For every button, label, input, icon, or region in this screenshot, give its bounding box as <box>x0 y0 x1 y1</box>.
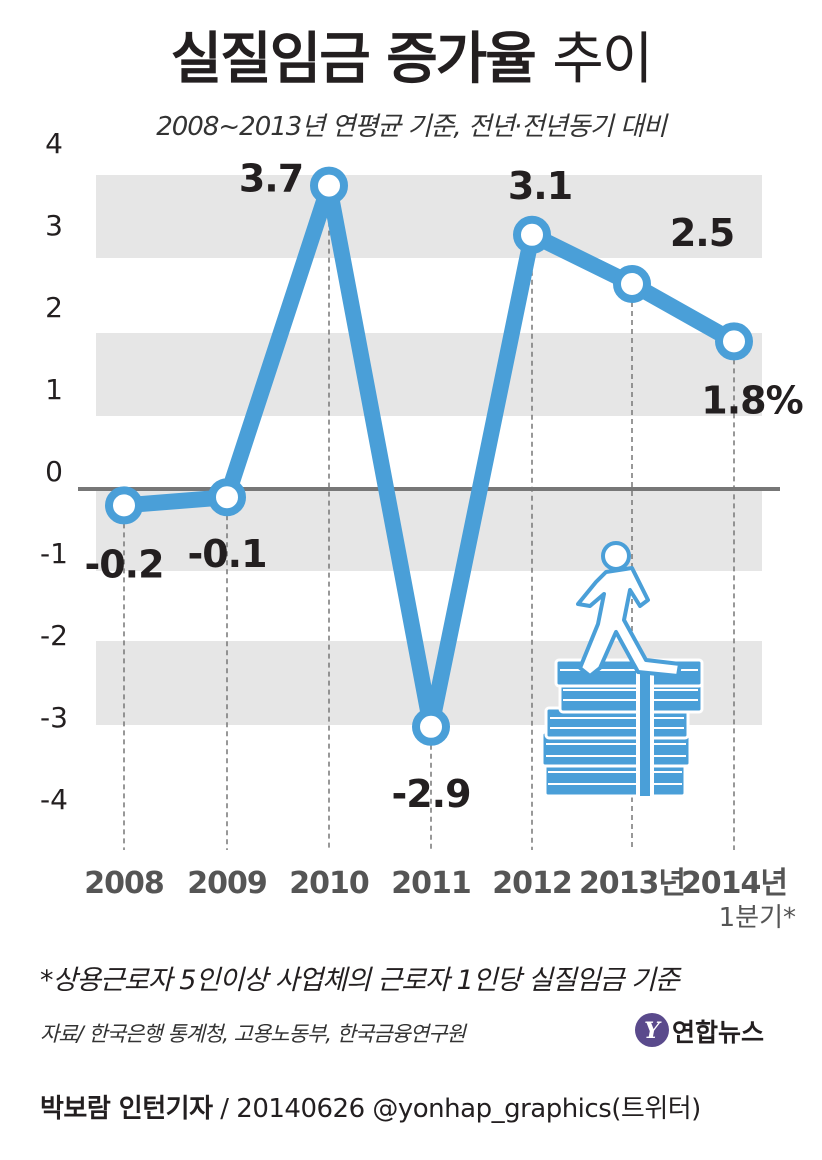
y-tick-label: 0 <box>45 455 63 488</box>
x-tick-label: 2010 <box>289 866 369 901</box>
y-tick-label: -2 <box>40 619 68 652</box>
x-tick-label: 2014년 <box>681 866 787 901</box>
y-tick-label: 1 <box>45 373 63 406</box>
logo-mark: Y <box>644 1018 662 1044</box>
chart-title: 실질임금 증가율 추이 <box>0 14 822 95</box>
byline-name: 박보람 인턴기자 <box>40 1094 213 1124</box>
footnote: *상용근로자 5인이상 사업체의 근로자 1인당 실질임금 기준 <box>40 965 680 996</box>
y-tick-label: -3 <box>40 701 68 734</box>
data-label: 3.7 <box>239 157 303 201</box>
y-tick-label: 4 <box>45 127 63 160</box>
grid-band <box>96 333 762 416</box>
chart-subtitle: 2008~2013년 연평균 기준, 전년·전년동기 대비 <box>156 112 667 142</box>
byline-rest: / 20140626 @yonhap_graphics(트위터) <box>212 1094 701 1124</box>
data-point <box>412 707 450 746</box>
data-point <box>513 215 551 254</box>
data-label: -2.9 <box>391 772 470 816</box>
yonhap-logo: Y <box>635 1013 669 1047</box>
data-label: -0.1 <box>187 532 266 576</box>
x-tick-sublabel: 1분기* <box>719 903 796 933</box>
logo-text: 연합뉴스 <box>672 1018 765 1047</box>
data-label: 3.1 <box>508 164 572 208</box>
y-tick-label: -1 <box>40 537 68 570</box>
byline: 박보람 인턴기자 / 20140626 @yonhap_graphics(트위터… <box>40 1088 701 1125</box>
data-labels: -0.2 -0.1 3.7 -2.9 3.1 2.5 1.8% <box>84 157 803 816</box>
data-label: -0.2 <box>84 542 163 586</box>
y-tick-label: 2 <box>45 291 63 324</box>
y-tick-label: 3 <box>45 209 63 242</box>
title-bold: 실질임금 증가율 <box>170 27 537 92</box>
data-label: 1.8% <box>701 378 802 422</box>
x-tick-label: 2013년 <box>579 866 685 901</box>
x-tick-label: 2008 <box>84 866 164 901</box>
data-point <box>105 486 143 525</box>
x-tick-label: 2012 <box>492 866 572 901</box>
data-label: 2.5 <box>670 211 734 255</box>
walking-man-on-money-illustration <box>540 541 704 798</box>
data-point <box>208 478 246 517</box>
data-points <box>105 166 753 746</box>
grid-band <box>96 175 762 258</box>
data-point <box>310 166 348 205</box>
data-point <box>715 322 753 361</box>
data-point <box>613 265 651 303</box>
y-axis-ticks: 4 3 2 1 0 -1 -2 -3 -4 <box>40 127 68 816</box>
grid-bands <box>96 175 762 725</box>
y-tick-label: -4 <box>40 783 68 816</box>
title-light: 추이 <box>552 27 653 92</box>
x-tick-label: 2009 <box>187 866 267 901</box>
x-tick-label: 2011 <box>391 866 471 901</box>
source-note: 자료/ 한국은행 통계청, 고용노동부, 한국금융연구원 <box>40 1022 466 1046</box>
